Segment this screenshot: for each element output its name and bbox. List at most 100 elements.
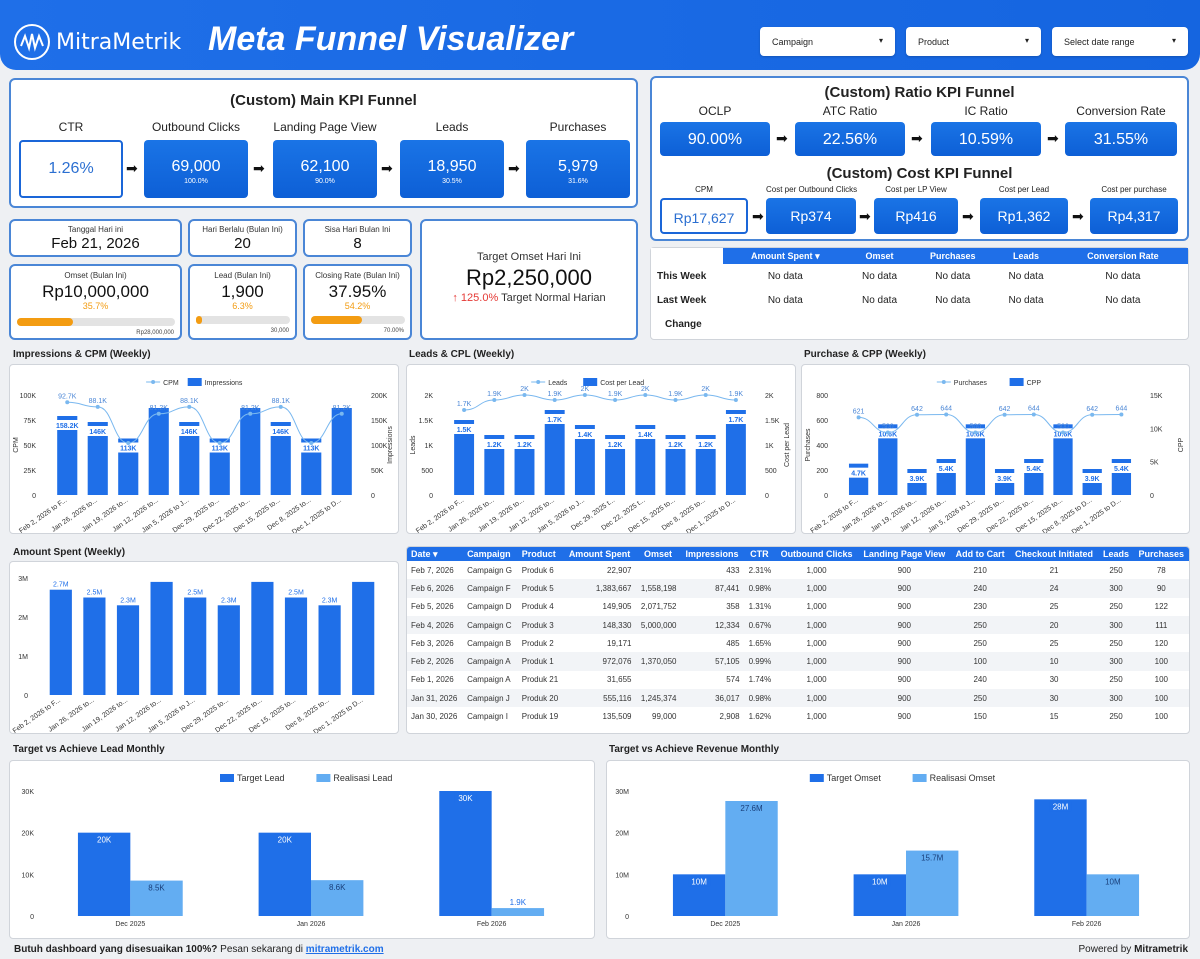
table-header-product[interactable]: Product [517, 547, 564, 561]
bar-label-bg [93, 834, 116, 845]
table-cell: 555,116 [563, 689, 636, 708]
bar [116, 605, 140, 695]
table-header-purchases[interactable]: Purchases [1133, 547, 1189, 561]
line-point [915, 412, 919, 417]
cell: No data [861, 294, 898, 306]
table-header-add-to-cart[interactable]: Add to Cart [950, 547, 1010, 561]
purchase-chart-title: Purchase & CPP (Weekly) [804, 349, 926, 360]
footer-cta-text: Pesan sekarang di [220, 944, 304, 955]
table-header-omset[interactable]: Omset [635, 547, 681, 561]
table-cell: 15 [1049, 712, 1059, 722]
bar [1053, 424, 1073, 495]
table-cell: 1.74% [748, 675, 772, 685]
table-cell: 10 [1009, 652, 1099, 671]
footer-link[interactable]: mitrametrik.com [305, 944, 384, 955]
target-change-note: Target Normal Harian [501, 292, 606, 304]
x-tick-label: Feb 2026 [477, 921, 507, 928]
table-cell: 485 [726, 638, 740, 648]
line-data-label: 1.9K [729, 391, 744, 398]
header-leads[interactable]: Leads [994, 248, 1058, 264]
lead-pct: 6.3% [232, 301, 253, 311]
bar-label-bg [453, 424, 476, 434]
bar [725, 410, 746, 495]
bar-label-bg [208, 442, 231, 453]
table-cell: 240 [950, 579, 1010, 598]
header-purchases[interactable]: Purchases [911, 248, 995, 264]
bar-data-label: 2.3M [322, 597, 338, 604]
legend-dot [536, 380, 541, 384]
table-cell: Produk 6 [521, 565, 554, 575]
product-filter[interactable]: Product ▾ [906, 27, 1041, 56]
line-data-label: 1.9K [668, 391, 683, 398]
line-data-label: 2K [520, 386, 529, 393]
lead-progress-fill [196, 316, 202, 324]
bar-data-label: 8.6K [329, 883, 346, 892]
omset-progress-fill [17, 318, 74, 326]
bar-data-label: 10M [872, 877, 888, 886]
table-header-label: Amount Spent [568, 549, 631, 559]
cost-box-lead: Rp1,362 [980, 198, 1068, 234]
closing-card: Closing Rate (Bulan Ini) 37.95% 54.2% 70… [303, 264, 412, 340]
table-header-outbound-clicks[interactable]: Outbound Clicks [775, 547, 858, 561]
arrow-right-icon: ➡ [776, 130, 788, 146]
header-amount-spent[interactable]: Amount Spent ▾ [723, 248, 848, 264]
cost-label-outbound: Cost per Outbound Clicks [766, 185, 858, 194]
line-data-label: 621 [853, 408, 865, 415]
table-cell: 2,071,752 [640, 602, 677, 612]
bar [491, 908, 545, 916]
y-tick-label: 10M [615, 872, 629, 879]
table-cell: 1.65% [748, 638, 772, 648]
line-point [248, 411, 253, 416]
bar-data-label: 146K [181, 429, 198, 436]
table-cell: Campaign F [463, 579, 518, 598]
lead-target-chart: 0 10K 20K 30K 20K 8.5K Dec 2025 20K 8.6K Jan 2026… [9, 760, 595, 939]
table-cell: Feb 4, 2026 [407, 615, 464, 635]
sort-desc-icon: ▾ [815, 250, 820, 261]
purchases-value: 5,979 [557, 158, 599, 175]
table-cell [635, 634, 680, 652]
leads-pct: 30.5% [442, 178, 462, 185]
table-cell: 12,334 [680, 615, 744, 635]
table-header-landing-page-view[interactable]: Landing Page View [857, 547, 951, 561]
header-omset[interactable]: Omset [847, 248, 912, 264]
table-header-date[interactable]: Date ▾ [407, 547, 464, 561]
table-cell: 1,000 [775, 689, 858, 708]
campaign-filter[interactable]: Campaign ▾ [760, 27, 895, 56]
comparison-corner [651, 248, 723, 264]
ratio-box-ic: 10.59% [931, 122, 1041, 156]
arrow-right-icon: ➡ [1072, 208, 1084, 224]
table-cell: 0.99% [743, 652, 776, 671]
y-tick-label: 400 [816, 443, 828, 450]
table-cell: 900 [897, 675, 911, 685]
table-cell: 1,383,667 [563, 579, 636, 598]
table-header-impressions[interactable]: Impressions [680, 547, 744, 561]
y-tick-label: 50K [24, 443, 37, 450]
bar-data-label: 3.9K [997, 476, 1012, 483]
impressions-chart-title: Impressions & CPM (Weekly) [13, 349, 151, 360]
header-amount-spent-label: Amount Spent [751, 250, 813, 261]
table-cell: 111 [1133, 615, 1189, 635]
table-header-ctr[interactable]: CTR [743, 547, 776, 561]
table-cell: 1.62% [748, 712, 772, 722]
header-conversion[interactable]: Conversion Rate [1057, 248, 1188, 264]
line-point [1031, 412, 1036, 417]
funnel-label-lpv: Landing Page View [273, 120, 377, 134]
date-range-filter[interactable]: Select date range ▾ [1052, 27, 1188, 56]
bar-data-label: 113K [120, 446, 136, 453]
table-header-checkout-initiated[interactable]: Checkout Initiated [1009, 547, 1099, 561]
table-cell: 100 [950, 652, 1010, 671]
lead-card: Lead (Bulan Ini) 1,900 6.3% 30,000 [188, 264, 297, 340]
bar-data-label: 1.2K [668, 442, 683, 449]
table-header-amount-spent[interactable]: Amount Spent [563, 547, 636, 561]
impressions-chart: 0 25K 50K 75K 100K 0 50K 100K 150K 200K CPM Impress… [9, 364, 399, 536]
bar [118, 438, 139, 495]
arrow-up-icon: ↑ [452, 292, 458, 304]
table-header-campaign[interactable]: Campaign [463, 547, 518, 561]
bar-label-bg [454, 793, 477, 803]
line-data-label: 644 [1028, 406, 1040, 413]
table-cell: 20 [1009, 615, 1099, 635]
table-header-leads[interactable]: Leads [1098, 547, 1134, 561]
bar-data-label: 1.7K [547, 417, 562, 424]
line-point [552, 398, 557, 402]
table-cell: 250 [1109, 675, 1123, 685]
